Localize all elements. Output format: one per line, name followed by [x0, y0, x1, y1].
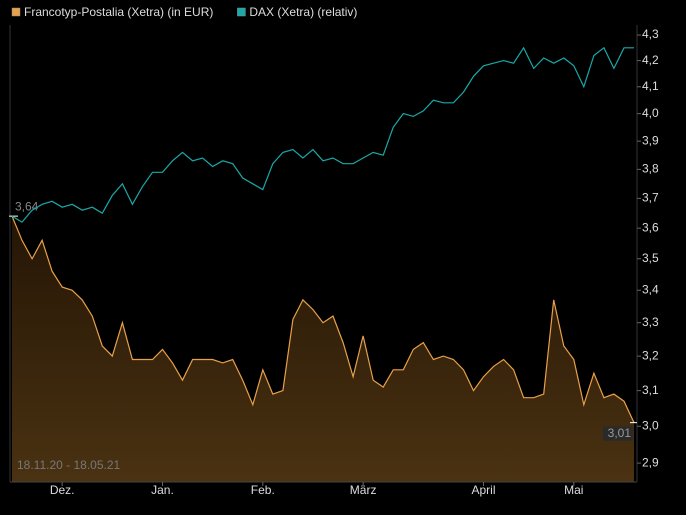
- y-tick-label: 2,9: [642, 455, 659, 469]
- legend-label: DAX (Xetra) (relativ): [249, 5, 357, 19]
- series-line: [11, 46, 634, 223]
- y-tick-label: 4,3: [642, 27, 659, 41]
- y-tick-label: 4,1: [642, 79, 659, 93]
- y-tick-label: 3,9: [642, 133, 659, 147]
- y-tick-label: 4,0: [642, 106, 659, 120]
- y-tick-label: 4,2: [642, 53, 659, 67]
- y-tick-label: 3,8: [642, 162, 659, 176]
- x-tick-label: Feb.: [251, 483, 275, 497]
- x-tick-label: Dez.: [50, 483, 75, 497]
- series-line: [11, 215, 635, 423]
- legend-label: Francotyp-Postalia (Xetra) (in EUR): [24, 5, 213, 19]
- y-tick-label: 3,0: [642, 418, 659, 432]
- y-tick-label: 3,7: [642, 191, 659, 205]
- x-tick-label: Jan.: [151, 483, 174, 497]
- y-tick-label: 3,6: [642, 220, 659, 234]
- y-tick-label: 3,4: [642, 282, 659, 296]
- value-label-box: [603, 426, 633, 441]
- y-tick-label: 3,1: [642, 383, 659, 397]
- x-tick-label: März: [350, 483, 377, 497]
- legend-swatch: [11, 7, 21, 17]
- y-tick-label: 3,5: [642, 251, 659, 265]
- value-label: 3,01: [608, 426, 632, 440]
- x-tick-label: April: [472, 483, 496, 497]
- y-tick-label: 3,2: [642, 348, 659, 362]
- x-tick-label: Mai: [564, 483, 583, 497]
- value-label: 3,64: [15, 199, 39, 213]
- date-range: 18.11.20 - 18.05.21: [17, 458, 121, 472]
- legend-swatch: [237, 7, 246, 17]
- y-tick-label: 3,3: [642, 315, 659, 329]
- area-fill: [12, 216, 634, 482]
